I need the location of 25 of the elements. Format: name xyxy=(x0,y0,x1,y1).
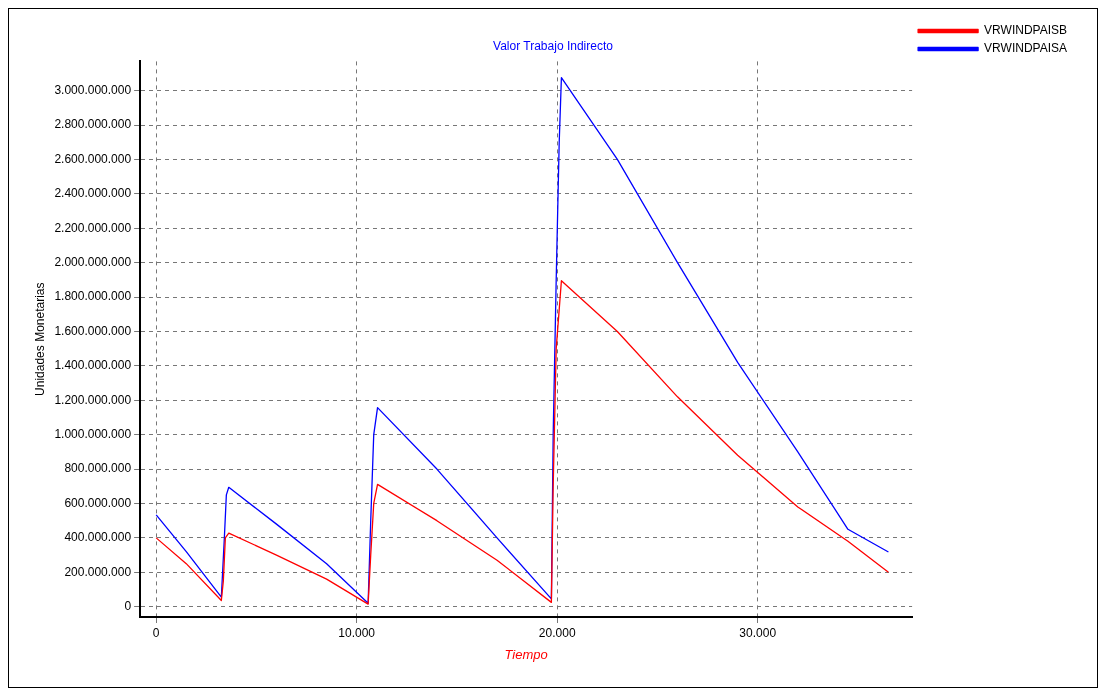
y-tick-label: 1.400.000.000 xyxy=(54,358,132,373)
x-tick-label: 20.000 xyxy=(538,625,576,640)
chart-title: Valor Trabajo Indirecto xyxy=(493,38,614,53)
y-tick-label: 1.800.000.000 xyxy=(54,289,132,304)
y-axis-title: Unidades Monetarias xyxy=(32,282,47,396)
x-axis-title: Tiempo xyxy=(504,646,548,662)
y-tick-label: 2.200.000.000 xyxy=(54,220,132,235)
y-tick-label: 1.200.000.000 xyxy=(54,392,132,407)
y-tick-label: 800.000.000 xyxy=(64,461,132,476)
legend-label: VRWINDPAISA xyxy=(984,41,1067,56)
x-tick-label: 30.000 xyxy=(739,625,777,640)
x-tick-label: 10.000 xyxy=(338,625,376,640)
y-tick-label: 2.800.000.000 xyxy=(54,117,132,132)
y-tick-label: 2.000.000.000 xyxy=(54,254,132,269)
y-tick-label: 1.600.000.000 xyxy=(54,323,132,338)
y-tick-label: 400.000.000 xyxy=(64,530,132,545)
y-tick-label: 200.000.000 xyxy=(64,564,132,579)
legend-label: VRWINDPAISB xyxy=(984,23,1067,38)
y-tick-label: 600.000.000 xyxy=(64,495,132,510)
y-tick-label: 0 xyxy=(124,598,132,613)
x-tick-label: 0 xyxy=(152,625,160,640)
y-tick-label: 1.000.000.000 xyxy=(54,426,132,441)
y-tick-label: 2.400.000.000 xyxy=(54,186,132,201)
y-tick-label: 3.000.000.000 xyxy=(54,82,132,97)
y-tick-label: 2.600.000.000 xyxy=(54,151,132,166)
